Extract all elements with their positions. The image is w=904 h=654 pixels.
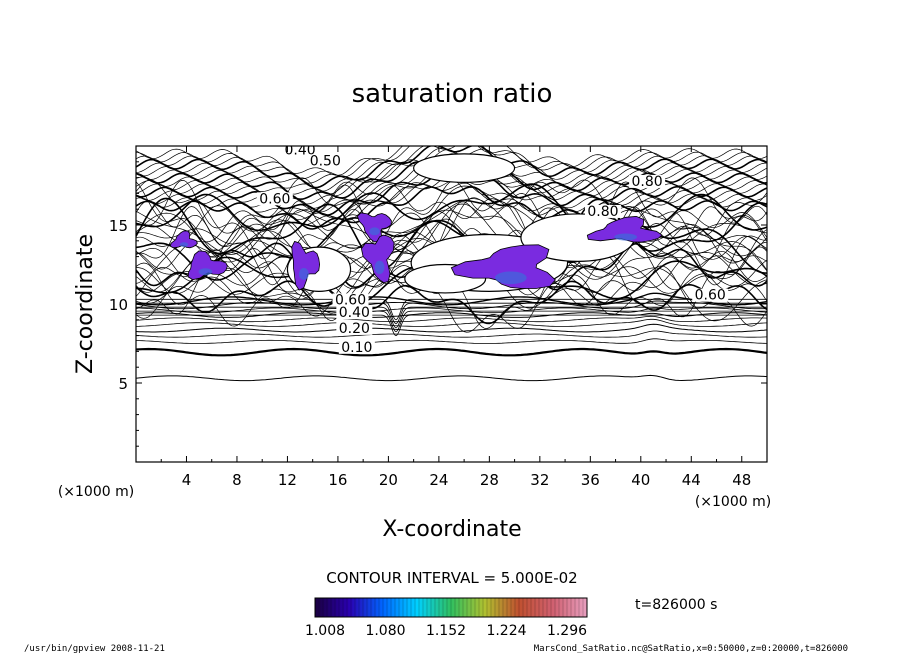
contour-label-bg bbox=[307, 154, 344, 168]
contour-line bbox=[136, 292, 767, 306]
contour-label: 0.60 bbox=[259, 191, 290, 207]
supersaturated-core bbox=[369, 227, 380, 236]
x-unit-label: (×1000 m) bbox=[695, 494, 771, 510]
y-axis-title: Z-coordinate bbox=[73, 234, 98, 374]
contour-line bbox=[136, 374, 767, 382]
x-tick-label: 28 bbox=[480, 471, 499, 489]
clear-region bbox=[413, 153, 516, 183]
y-unit-label: (×1000 m) bbox=[58, 484, 134, 500]
x-tick-label: 24 bbox=[429, 471, 448, 489]
supersaturated-region bbox=[360, 234, 395, 284]
supersaturated-core bbox=[374, 260, 385, 275]
colorbar-tick-label: 1.296 bbox=[547, 623, 587, 639]
x-tick-label: 16 bbox=[328, 471, 347, 489]
x-tick-label: 36 bbox=[581, 471, 600, 489]
contour-field: 0.100.200.400.600.400.500.600.800.600.80 bbox=[136, 146, 767, 382]
contour-line bbox=[136, 182, 767, 225]
contour-line bbox=[136, 280, 767, 325]
colorbar-tick-label: 1.080 bbox=[365, 623, 405, 639]
chart-title: saturation ratio bbox=[352, 79, 553, 109]
x-tick-label: 48 bbox=[732, 471, 751, 489]
time-label: t=826000 s bbox=[635, 597, 717, 613]
contour-line bbox=[136, 312, 767, 318]
footer-left: /usr/bin/gpview 2008-11-21 bbox=[24, 644, 165, 654]
footer-right: MarsCond_SatRatio.nc@SatRatio,x=0:50000,… bbox=[534, 644, 848, 654]
contour-line bbox=[136, 197, 767, 270]
contour-line bbox=[136, 208, 767, 270]
contour-label: 0.10 bbox=[341, 340, 372, 356]
x-tick-label: 40 bbox=[631, 471, 650, 489]
supersaturated-core bbox=[198, 268, 213, 276]
x-axis: 4 8 12 16 20 24 28 32 36 40 44 48 bbox=[160, 146, 751, 489]
contour-interval: CONTOUR INTERVAL = 5.000E-02 bbox=[326, 569, 577, 587]
contour-label-bg bbox=[332, 293, 369, 307]
colorbar-tick-label: 1.152 bbox=[426, 623, 466, 639]
x-axis-title: X-coordinate bbox=[382, 517, 521, 542]
y-tick-label: 10 bbox=[109, 296, 128, 314]
contour-label: 0.20 bbox=[339, 321, 370, 337]
colorbar-tick-label: 1.008 bbox=[305, 623, 345, 639]
x-tick-label: 20 bbox=[379, 471, 398, 489]
contour-label: 0.40 bbox=[339, 305, 370, 321]
contour-label-bg bbox=[692, 288, 729, 302]
supersaturated-core bbox=[298, 268, 309, 280]
contour-line bbox=[136, 198, 767, 263]
contour-label: 0.80 bbox=[632, 174, 663, 190]
contour-line bbox=[136, 307, 767, 314]
colorbar-labels: 1.008 1.080 1.152 1.224 1.296 bbox=[305, 623, 587, 639]
contour-label: 0.60 bbox=[335, 292, 366, 308]
x-tick-label: 12 bbox=[278, 471, 297, 489]
contour-line bbox=[136, 177, 767, 252]
contour-label: 0.60 bbox=[695, 288, 726, 304]
colorbar-tick-label: 1.224 bbox=[486, 623, 526, 639]
contour-label-bg bbox=[338, 340, 375, 354]
contour-line bbox=[136, 302, 767, 325]
y-axis: 5 10 15 bbox=[109, 161, 767, 447]
contour-line bbox=[136, 179, 767, 240]
contour-label-bg bbox=[584, 204, 621, 218]
supersaturated-region bbox=[586, 215, 663, 243]
contour-line bbox=[136, 217, 767, 281]
contour-line bbox=[136, 146, 767, 180]
x-tick-label: 8 bbox=[232, 471, 242, 489]
contour-label-bg bbox=[629, 174, 666, 188]
contour-line bbox=[136, 338, 767, 344]
supersaturated-core bbox=[494, 271, 527, 285]
contour-line bbox=[136, 149, 767, 195]
contour-line bbox=[136, 323, 767, 333]
contour-label: 0.50 bbox=[310, 153, 341, 169]
contour-label-bg bbox=[336, 321, 373, 335]
contour-line bbox=[136, 180, 767, 261]
contour-line bbox=[136, 318, 767, 327]
contour-line bbox=[136, 330, 767, 338]
contour-line bbox=[136, 310, 767, 333]
contour-line bbox=[136, 183, 767, 232]
colorbar-stripes bbox=[318, 598, 584, 617]
supersaturated-core bbox=[614, 233, 638, 241]
y-tick-label: 15 bbox=[109, 217, 128, 235]
contour-line bbox=[136, 185, 767, 257]
contour-line bbox=[136, 315, 767, 323]
contour-line bbox=[136, 146, 767, 189]
x-tick-label: 4 bbox=[182, 471, 192, 489]
contour-line bbox=[136, 347, 767, 357]
contour-line bbox=[136, 211, 767, 297]
y-tick-label: 5 bbox=[118, 375, 128, 393]
contour-label: 0.80 bbox=[587, 204, 618, 220]
contour-line bbox=[136, 146, 767, 176]
supersaturated-region bbox=[169, 230, 198, 249]
contour-label-bg bbox=[282, 146, 319, 157]
contour-label-bg bbox=[256, 192, 293, 206]
supersaturated-region bbox=[187, 250, 228, 281]
x-tick-label: 32 bbox=[530, 471, 549, 489]
x-tick-label: 44 bbox=[682, 471, 701, 489]
contour-label-bg bbox=[336, 306, 373, 320]
supersaturated-region bbox=[450, 244, 556, 289]
supersaturated-core bbox=[179, 242, 189, 247]
contour-line bbox=[136, 209, 767, 257]
